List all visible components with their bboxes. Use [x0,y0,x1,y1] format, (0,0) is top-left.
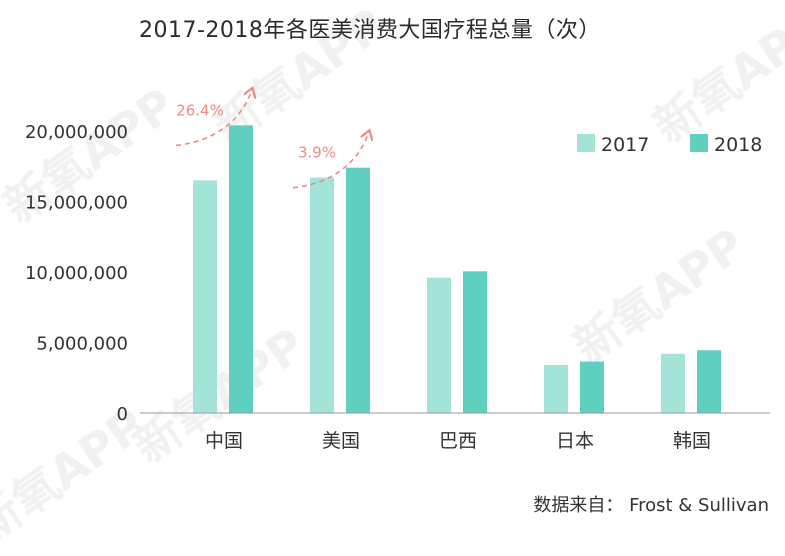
bar-2018-2 [463,271,487,413]
growth-label: 26.4% [176,101,224,119]
legend-swatch-2018 [690,134,708,152]
category-label: 中国 [205,430,243,452]
bar-2018-3 [580,361,604,413]
legend-swatch-2017 [577,134,595,152]
category-label: 美国 [322,430,360,452]
bar-2017-4 [661,353,685,413]
legend-label-2018: 2018 [714,134,762,156]
y-tick-label: 15,000,000 [25,193,128,214]
category-label: 巴西 [439,430,477,452]
chart-title: 2017-2018年各医美消费大国疗程总量（次） [139,18,601,43]
bar-2017-3 [544,365,568,413]
y-tick-label: 5,000,000 [36,334,128,355]
bar-2018-0 [229,125,253,414]
bar-2018-1 [346,167,370,413]
bar-chart: 0 5,000,000 10,000,000 15,000,000 20,000,000… [25,0,770,452]
bar-2017-2 [427,277,451,413]
bar-2017-1 [310,177,334,413]
y-tick-label: 20,000,000 [25,122,128,143]
y-tick-label: 10,000,000 [25,263,128,284]
growth-arrow [292,132,369,189]
legend-label-2017: 2017 [601,134,649,156]
source-note: 数据来自： Frost & Sullivan [533,495,769,516]
category-label: 日本 [556,430,594,452]
category-label: 韩国 [673,430,711,452]
bar-2018-4 [697,350,721,413]
y-tick-label: 0 [117,404,128,425]
growth-arrow [175,89,252,147]
growth-label: 3.9% [298,144,336,162]
bar-2017-0 [193,180,217,413]
